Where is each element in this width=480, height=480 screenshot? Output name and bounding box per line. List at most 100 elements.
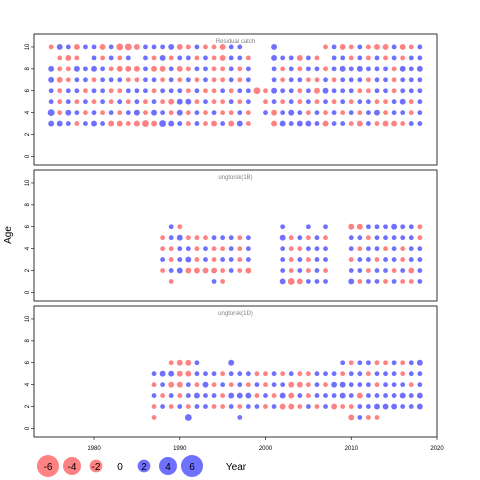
bubble-point bbox=[211, 393, 217, 398]
bubble-point bbox=[399, 98, 406, 105]
bubble-point bbox=[314, 246, 320, 252]
bubble-point bbox=[357, 404, 363, 409]
bubble-point bbox=[374, 88, 380, 94]
bubble-point bbox=[391, 99, 397, 105]
bubble-point bbox=[228, 235, 234, 241]
bubble-point bbox=[194, 44, 200, 50]
bubble-point bbox=[357, 77, 363, 83]
panels: Residual catch 0 2 4 6 8 10 ungtorsk(1B) 0 2 4 6 8 10… bbox=[25, 33, 438, 438]
bubble-point bbox=[168, 404, 174, 409]
bubble-point bbox=[211, 246, 217, 252]
bubble-point bbox=[408, 404, 414, 409]
bubble-point bbox=[185, 256, 192, 263]
bubble-point bbox=[305, 55, 311, 61]
bubble-point bbox=[314, 87, 320, 94]
bubble-point bbox=[297, 77, 303, 83]
bubble-point bbox=[245, 55, 251, 61]
bubble-point bbox=[194, 404, 200, 409]
bubble-point bbox=[348, 382, 354, 388]
bubble-point bbox=[237, 44, 243, 50]
bubble-point bbox=[400, 121, 406, 126]
bubble-point bbox=[323, 371, 328, 377]
bubble-point bbox=[280, 257, 286, 262]
bubble-point bbox=[125, 88, 131, 94]
bubble-point bbox=[297, 110, 303, 116]
bubble-point bbox=[254, 393, 260, 398]
bubble-point bbox=[65, 109, 72, 116]
bubble-point bbox=[288, 99, 294, 105]
bubble-point bbox=[357, 268, 363, 273]
bubble-point bbox=[194, 246, 200, 252]
bubble-point bbox=[357, 88, 363, 94]
bubble-point bbox=[91, 88, 97, 94]
bubble-point bbox=[357, 257, 363, 262]
bubble-point bbox=[151, 88, 157, 94]
bubble-point bbox=[417, 382, 423, 388]
bubble-point bbox=[245, 392, 252, 399]
bubble-point bbox=[408, 246, 414, 252]
bubble-point bbox=[391, 77, 397, 83]
bubble-point bbox=[100, 88, 105, 94]
bubble-point bbox=[228, 371, 234, 377]
bubble-point bbox=[280, 88, 286, 94]
bubble-point bbox=[366, 121, 371, 126]
legend-label: 4 bbox=[165, 462, 171, 473]
y-tick-label: 8 bbox=[25, 203, 31, 207]
y-tick-label: 4 bbox=[25, 110, 31, 114]
bubble-point bbox=[391, 279, 397, 284]
bubble-point bbox=[305, 404, 311, 409]
bubble-point bbox=[340, 121, 346, 126]
bubble-point bbox=[339, 44, 346, 50]
bubble-point bbox=[280, 371, 286, 377]
y-tick-label: 4 bbox=[25, 382, 31, 386]
bubble-point bbox=[366, 393, 371, 398]
bubble-point bbox=[185, 77, 191, 83]
bubble-point bbox=[176, 370, 183, 377]
bubble-point bbox=[314, 121, 320, 126]
bubble-point bbox=[228, 55, 234, 61]
bubble-point bbox=[143, 110, 148, 116]
bubble-point bbox=[348, 77, 354, 83]
bubble-point bbox=[143, 55, 148, 61]
bubble-point bbox=[374, 121, 380, 126]
bubble-point bbox=[374, 99, 380, 105]
bubble-point bbox=[356, 223, 363, 230]
bubble-point bbox=[356, 120, 363, 127]
legend-bubble bbox=[63, 457, 81, 475]
bubble-point bbox=[348, 371, 354, 377]
bubble-point bbox=[211, 55, 217, 61]
bubble-point bbox=[228, 246, 234, 252]
bubble-point bbox=[417, 268, 423, 273]
bubble-point bbox=[280, 224, 286, 230]
bubble-point bbox=[348, 404, 354, 409]
bubble-point bbox=[417, 224, 423, 230]
bubble-point bbox=[160, 235, 166, 241]
bubble-point bbox=[193, 392, 200, 399]
x-tick-label: 2020 bbox=[430, 446, 444, 452]
bubble-point bbox=[203, 404, 208, 409]
bubble-point bbox=[288, 77, 294, 83]
bubble-point bbox=[168, 268, 174, 273]
bubble-point bbox=[305, 279, 311, 284]
bubble-point bbox=[305, 393, 311, 398]
bubble-point bbox=[400, 77, 406, 83]
bubble-point bbox=[83, 88, 88, 94]
bubble-point bbox=[399, 392, 406, 399]
bubble-point bbox=[408, 121, 414, 126]
bubble-point bbox=[263, 99, 268, 105]
bubble-point bbox=[374, 235, 380, 241]
bubble-point bbox=[211, 257, 217, 262]
bubble-point bbox=[228, 66, 234, 72]
bubble-point bbox=[339, 392, 346, 399]
bubble-point bbox=[211, 235, 217, 241]
bubble-point bbox=[176, 267, 183, 274]
bubble-point bbox=[279, 120, 286, 127]
bubble-point bbox=[391, 120, 398, 127]
bubble-point bbox=[245, 121, 251, 126]
bubble-point bbox=[374, 371, 380, 377]
bubble-point bbox=[236, 392, 243, 399]
bubble-point bbox=[408, 44, 414, 50]
bubble-point bbox=[408, 371, 414, 377]
bubble-point bbox=[366, 246, 371, 252]
bubble-point bbox=[383, 99, 388, 105]
